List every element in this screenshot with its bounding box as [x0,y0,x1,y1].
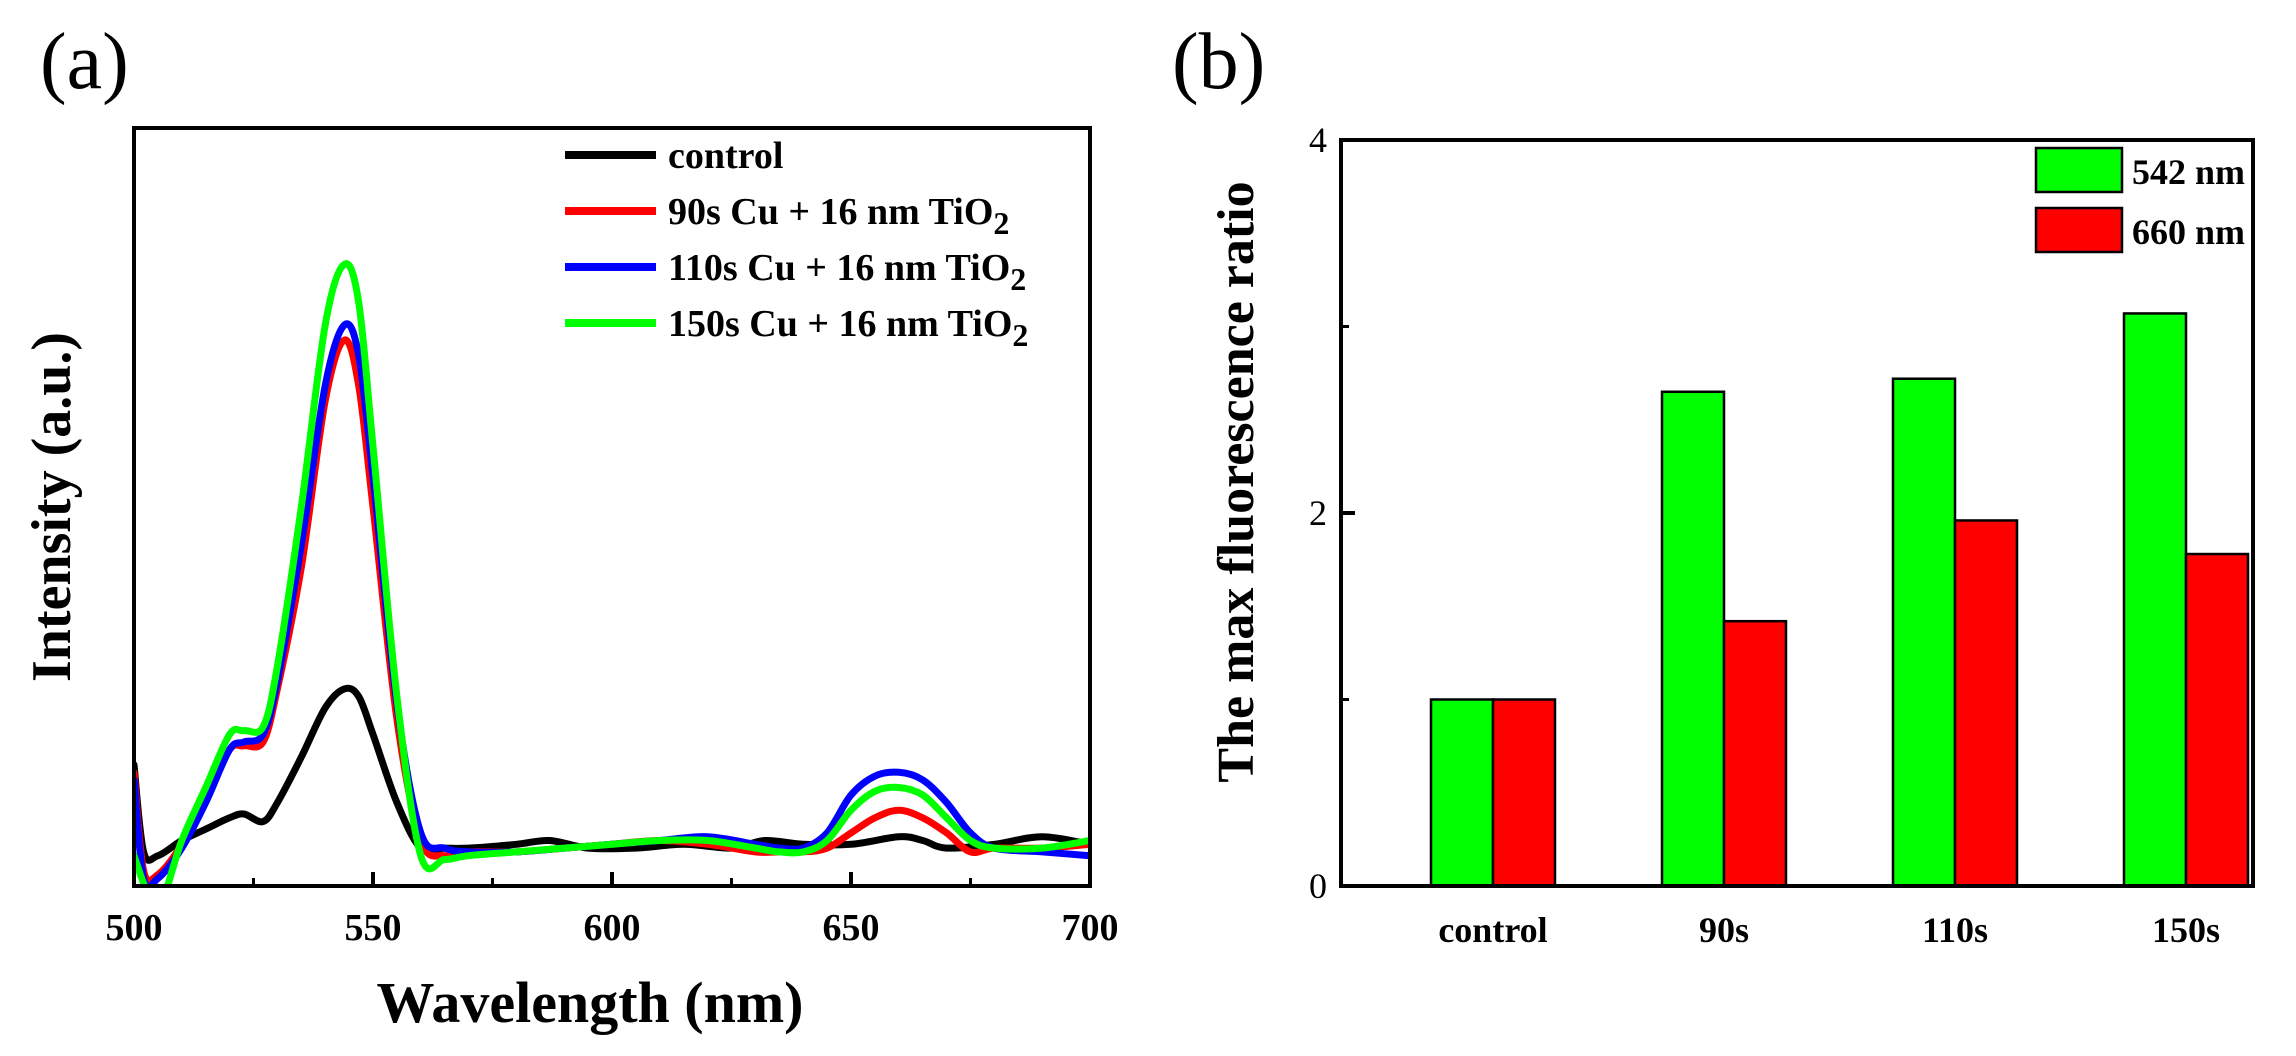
legend-swatch-b-1 [2034,206,2124,254]
bar-110s-660nm [1953,519,2019,888]
x-tick-label: 500 [106,907,163,949]
panel-b-y-ticks: 0 2 4 [1309,120,1355,906]
legend-label-b-1: 660 nm [2132,212,2245,252]
category-label-110s: 110s [1922,910,1988,950]
bar-90s-660nm [1722,619,1788,888]
legend-label-1: 90s Cu + 16 nm TiO2 [668,191,1009,241]
x-tick-label: 650 [823,907,880,949]
y-tick-label: 4 [1309,120,1327,160]
bar-control-660nm [1491,698,1557,888]
legend-label-0: control [668,135,783,177]
spectrum-line-1 [134,336,1090,885]
x-tick-label: 700 [1062,907,1119,949]
legend-swatch-b-0 [2034,146,2124,194]
panel-a-plot-frame [132,126,1092,888]
y-tick-label: 2 [1309,493,1327,533]
panel-b: (b) 0 2 4 control 90s 110s 150s The max fluor… [1172,18,2255,950]
panel-b-legend: 542 nm 660 nm [2034,146,2245,254]
x-tick-label: 600 [584,907,641,949]
panel-a-series-group [134,260,1090,886]
panel-a: (a) 500 550 600 650 700 Wavelength (nm) Inte… [21,18,1119,1035]
category-label-control: control [1438,910,1547,950]
panel-b-bars-group [1429,312,2250,888]
bar-90s-542nm [1660,390,1726,888]
panel-b-label: (b) [1172,18,1265,106]
panel-a-y-axis-title: Intensity (a.u.) [21,332,83,682]
bar-control-542nm [1429,698,1495,888]
panel-a-x-axis-title: Wavelength (nm) [377,970,804,1035]
legend-label-2: 110s Cu + 16 nm TiO2 [668,247,1026,297]
category-label-90s: 90s [1699,910,1749,950]
bar-150s-660nm [2184,552,2250,888]
panel-b-x-ticks: control 90s 110s 150s [1438,910,2220,950]
bar-110s-542nm [1891,377,1957,888]
legend-label-3: 150s Cu + 16 nm TiO2 [668,303,1028,353]
spectrum-line-3 [134,260,1090,886]
bar-150s-542nm [2122,312,2188,888]
spectrum-line-2 [134,320,1090,886]
legend-label-b-0: 542 nm [2132,152,2245,192]
panel-b-y-axis-title: The max fluorescence ratio [1208,181,1265,782]
y-tick-label: 0 [1309,866,1327,906]
panel-a-label: (a) [40,18,129,106]
category-label-150s: 150s [2152,910,2220,950]
panel-a-legend: control 90s Cu + 16 nm TiO2 110s Cu + 16 n… [565,135,1028,353]
panel-a-x-ticks: 500 550 600 650 700 [106,872,1119,949]
x-tick-label: 550 [345,907,402,949]
